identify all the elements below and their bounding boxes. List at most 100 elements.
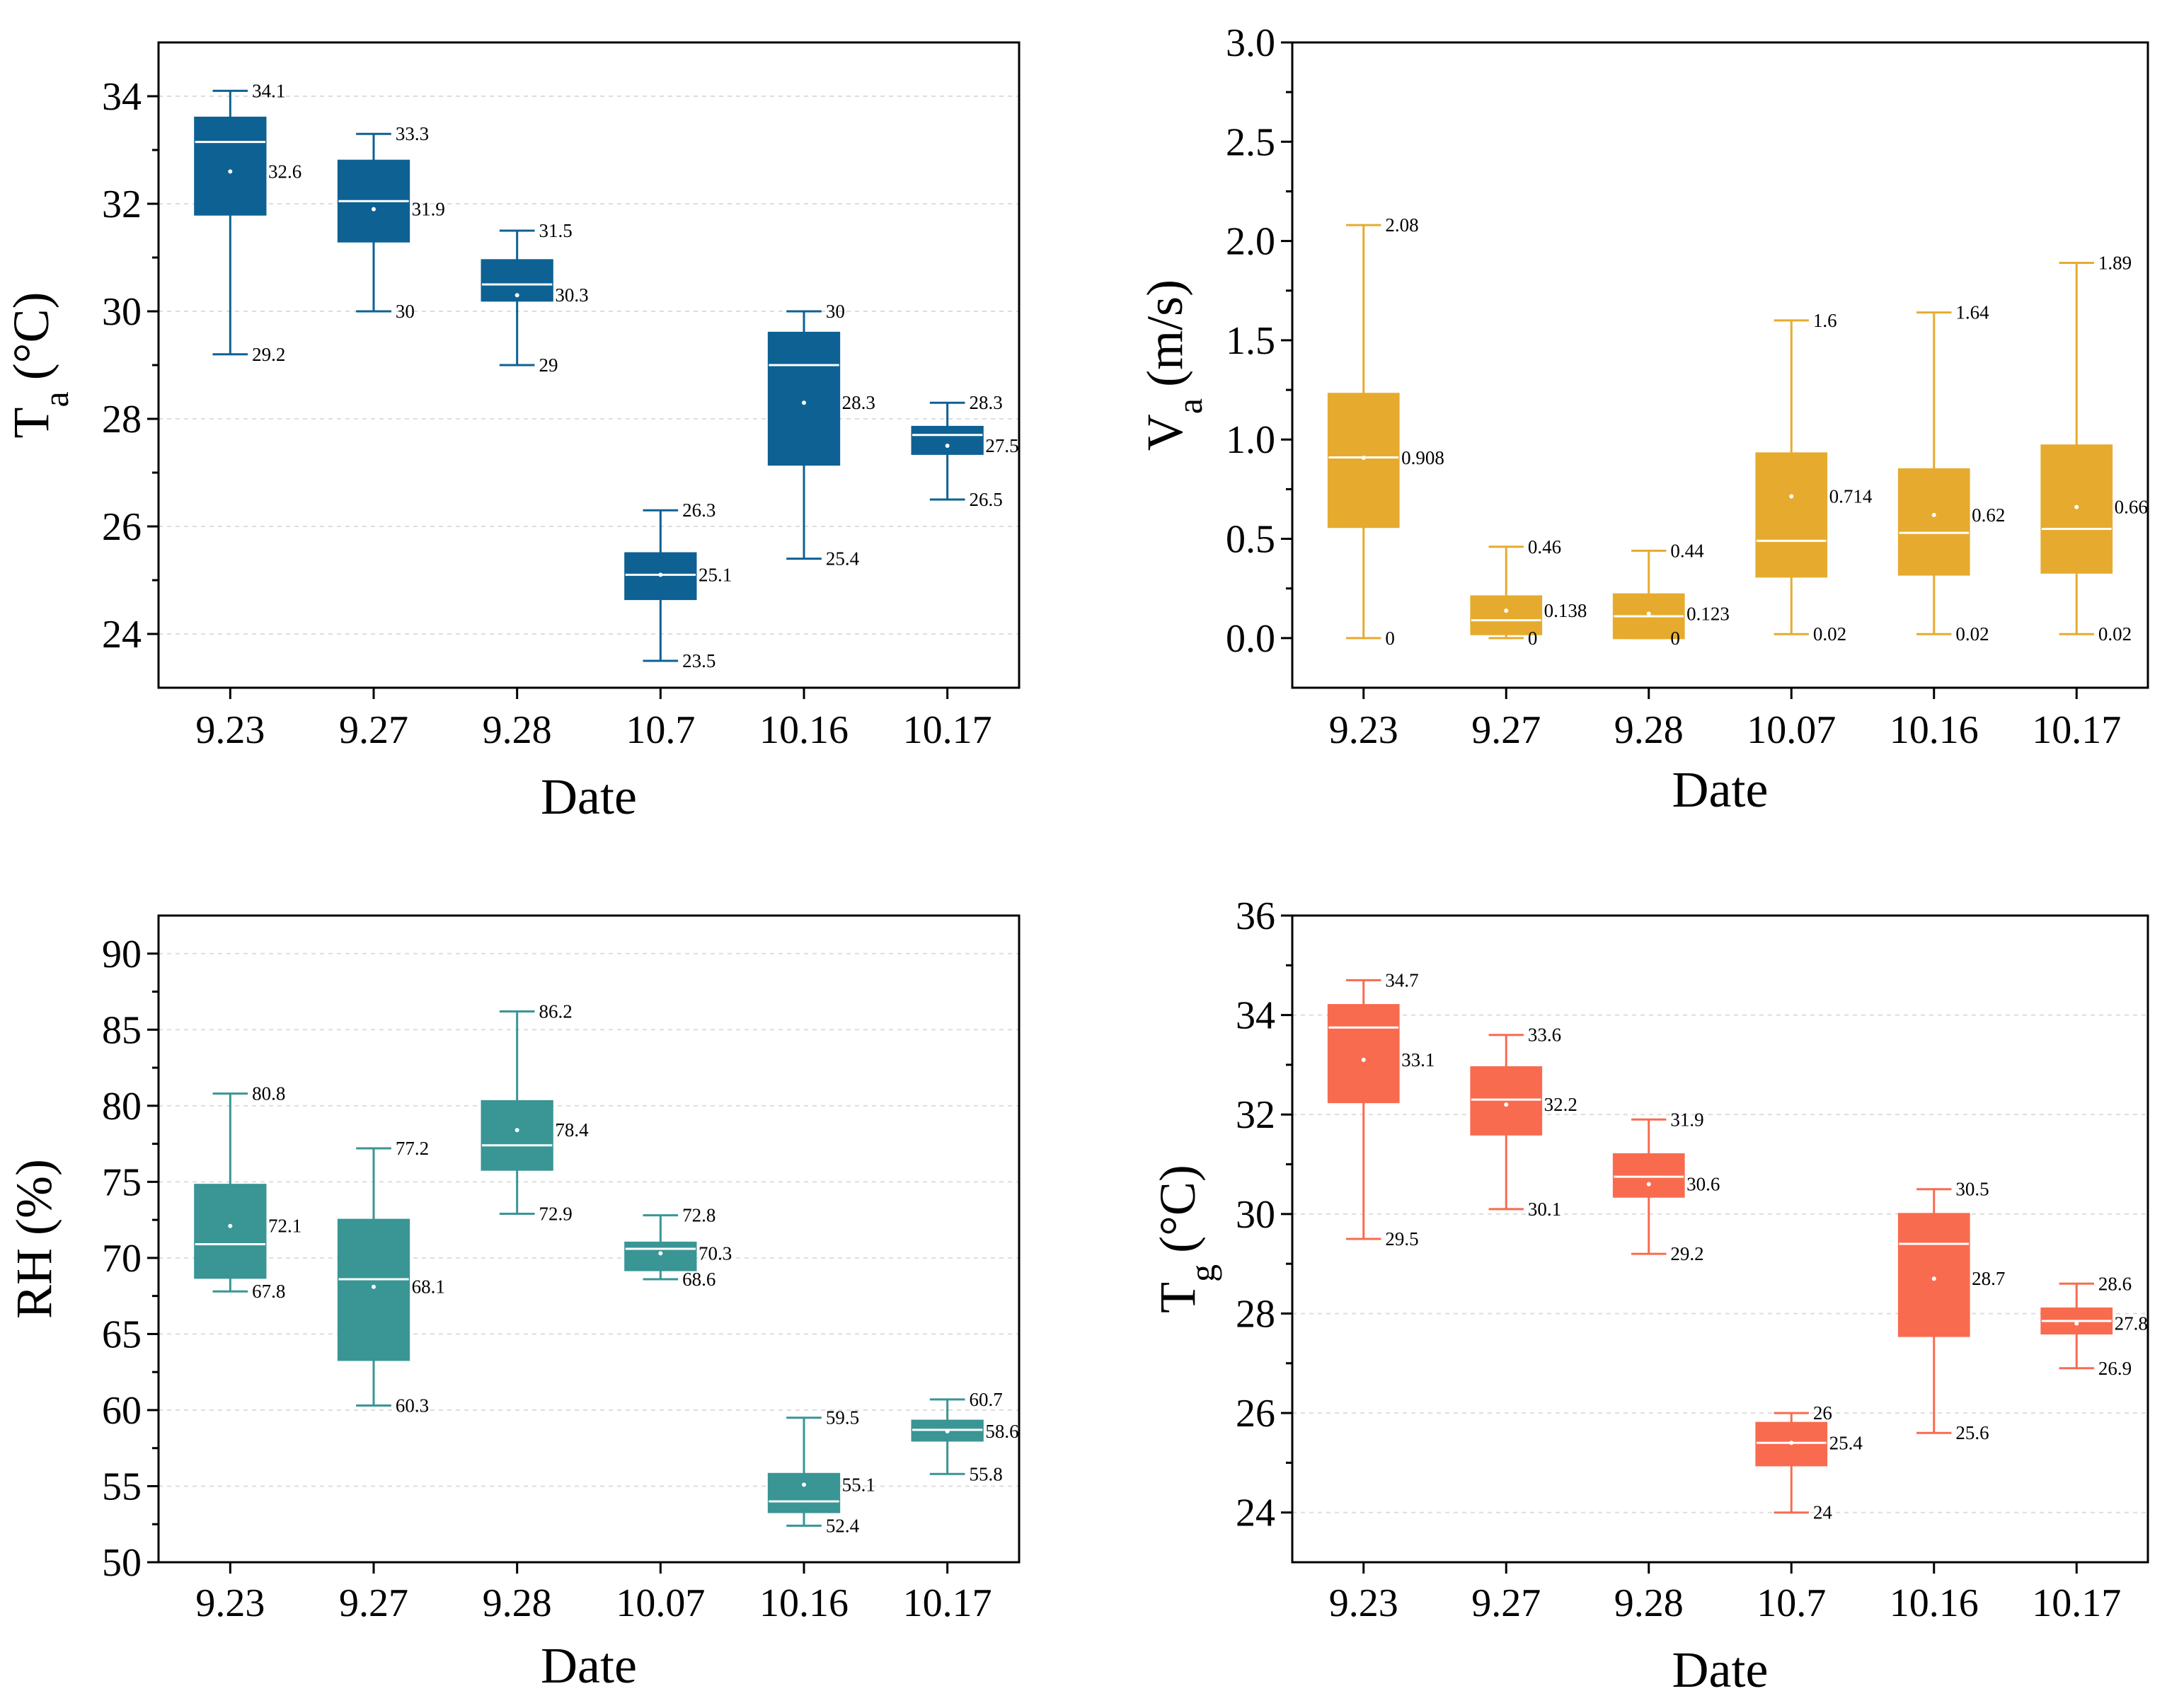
mean-marker xyxy=(228,1223,233,1228)
box-ta-2: 31.5 30.3 29 xyxy=(481,220,589,376)
y-tick-label: 36 xyxy=(1236,894,1275,938)
label-min: 0.02 xyxy=(1813,623,1846,645)
box-iqr xyxy=(1755,452,1828,578)
label-max: 60.7 xyxy=(969,1389,1002,1410)
mean-marker xyxy=(1646,1182,1651,1187)
label-min: 25.4 xyxy=(826,548,860,570)
y-tick-label: 3.0 xyxy=(1226,21,1275,65)
label-min: 29.5 xyxy=(1385,1228,1418,1250)
label-max: 2.08 xyxy=(1385,214,1418,236)
mean-marker xyxy=(1361,1057,1366,1062)
label-min: 30.1 xyxy=(1528,1199,1561,1220)
y-axis-title: Va (m/s) xyxy=(1137,279,1209,451)
x-tick-label: 9.27 xyxy=(1471,1581,1541,1625)
box-iqr xyxy=(481,1100,553,1171)
label-mean: 30.3 xyxy=(555,284,588,306)
y-axis-title: RH (%) xyxy=(6,1159,62,1319)
y-tick-label: 30 xyxy=(1236,1193,1275,1237)
plot-frame xyxy=(157,914,1021,1564)
box-tg-1: 33.6 32.2 30.1 xyxy=(1470,1025,1577,1220)
panel-air-temperature: 24 26 28 30 32 34 9.23 9.27 9.28 10.7 10.16 10.17 Da… xyxy=(3,41,1021,825)
label-mean: 70.3 xyxy=(699,1242,732,1264)
y-tick-label: 60 xyxy=(102,1389,142,1433)
box-va-5: 1.89 0.66 0.02 xyxy=(2040,252,2148,645)
y-tick-label: 75 xyxy=(102,1160,142,1204)
label-max: 30.5 xyxy=(1955,1179,1989,1200)
label-mean: 0.66 xyxy=(2115,497,2148,518)
y-tick-label: 24 xyxy=(1236,1491,1275,1535)
box-va-0: 2.08 0.908 0 xyxy=(1327,214,1444,649)
label-max: 1.6 xyxy=(1813,310,1837,331)
label-max: 34.7 xyxy=(1385,969,1418,991)
label-max: 33.3 xyxy=(396,123,429,144)
y-axis-title-subscript: a xyxy=(1170,398,1209,414)
mean-marker xyxy=(228,169,233,174)
label-max: 28.6 xyxy=(2098,1273,2132,1294)
label-max: 34.1 xyxy=(252,80,285,101)
x-tick-label: 10.16 xyxy=(1890,708,1979,752)
label-min: 0 xyxy=(1528,628,1538,649)
x-axis-title: Date xyxy=(1672,761,1769,818)
label-mean: 30.6 xyxy=(1686,1174,1720,1195)
mean-marker xyxy=(1646,611,1651,616)
label-mean: 58.6 xyxy=(985,1421,1018,1442)
box-rh-0: 80.8 72.1 67.8 xyxy=(194,1083,301,1302)
box-ta-0: 34.1 32.6 29.2 xyxy=(194,80,301,365)
label-mean: 72.1 xyxy=(268,1216,301,1237)
y-axis-title-unit: (°C) xyxy=(1149,1165,1206,1253)
box-rh-3: 72.8 70.3 68.6 xyxy=(624,1205,732,1290)
box-ta-5: 28.3 27.5 26.5 xyxy=(911,392,1019,510)
label-mean: 0.908 xyxy=(1401,447,1444,468)
y-tick-label: 2.0 xyxy=(1226,220,1275,264)
y-tick-label: 50 xyxy=(102,1541,142,1585)
label-min: 26.5 xyxy=(969,489,1002,510)
mean-marker xyxy=(945,444,950,448)
label-max: 80.8 xyxy=(252,1083,285,1104)
label-mean: 28.3 xyxy=(842,392,875,413)
label-mean: 0.138 xyxy=(1544,600,1587,621)
label-min: 60.3 xyxy=(396,1395,429,1416)
y-axis-title-unit: (°C) xyxy=(3,292,59,381)
mean-marker xyxy=(1504,608,1509,613)
y-tick-label: 28 xyxy=(102,398,142,442)
label-max: 77.2 xyxy=(396,1138,429,1159)
label-max: 28.3 xyxy=(969,392,1002,413)
mean-marker xyxy=(1789,494,1794,499)
label-min: 0.02 xyxy=(2098,623,2132,645)
mean-marker xyxy=(1931,512,1936,517)
y-tick-label: 34 xyxy=(102,75,142,119)
y-tick-label: 32 xyxy=(1236,1093,1275,1137)
box-tg-5: 28.6 27.8 26.9 xyxy=(2040,1273,2148,1379)
box-tg-2: 31.9 30.6 29.2 xyxy=(1612,1109,1720,1264)
label-min: 52.4 xyxy=(826,1515,860,1536)
x-tick-label: 9.28 xyxy=(483,1581,552,1625)
box-ta-1: 33.3 31.9 30 xyxy=(337,123,445,322)
mean-marker xyxy=(515,1128,519,1133)
label-mean: 25.1 xyxy=(699,564,732,585)
label-max: 59.5 xyxy=(826,1407,859,1429)
mean-marker xyxy=(515,293,519,298)
y-tick-label: 85 xyxy=(102,1008,142,1052)
x-tick-label: 10.17 xyxy=(903,1581,992,1625)
label-min: 25.6 xyxy=(1955,1422,1989,1443)
label-max: 30 xyxy=(826,301,845,322)
y-tick-label: 30 xyxy=(102,290,142,334)
x-tick-label: 9.23 xyxy=(195,1581,265,1625)
label-mean: 0.714 xyxy=(1829,485,1873,507)
x-tick-label: 9.23 xyxy=(195,708,265,752)
box-rh-4: 59.5 55.1 52.4 xyxy=(767,1407,875,1536)
x-tick-label: 10.16 xyxy=(759,708,849,752)
box-va-1: 0.46 0.138 0 xyxy=(1470,536,1587,649)
box-iqr xyxy=(767,331,841,466)
plot-frame xyxy=(1291,41,2149,689)
label-mean: 25.4 xyxy=(1829,1432,1863,1453)
y-axis-title-unit: (m/s) xyxy=(1137,279,1193,387)
box-rh-5: 60.7 58.6 55.8 xyxy=(911,1389,1019,1484)
label-max: 31.9 xyxy=(1670,1109,1703,1130)
label-max: 31.5 xyxy=(539,220,572,241)
box-iqr xyxy=(911,425,984,455)
y-tick-label: 2.5 xyxy=(1226,120,1275,164)
label-mean: 27.8 xyxy=(2115,1313,2148,1334)
mean-marker xyxy=(945,1429,950,1434)
